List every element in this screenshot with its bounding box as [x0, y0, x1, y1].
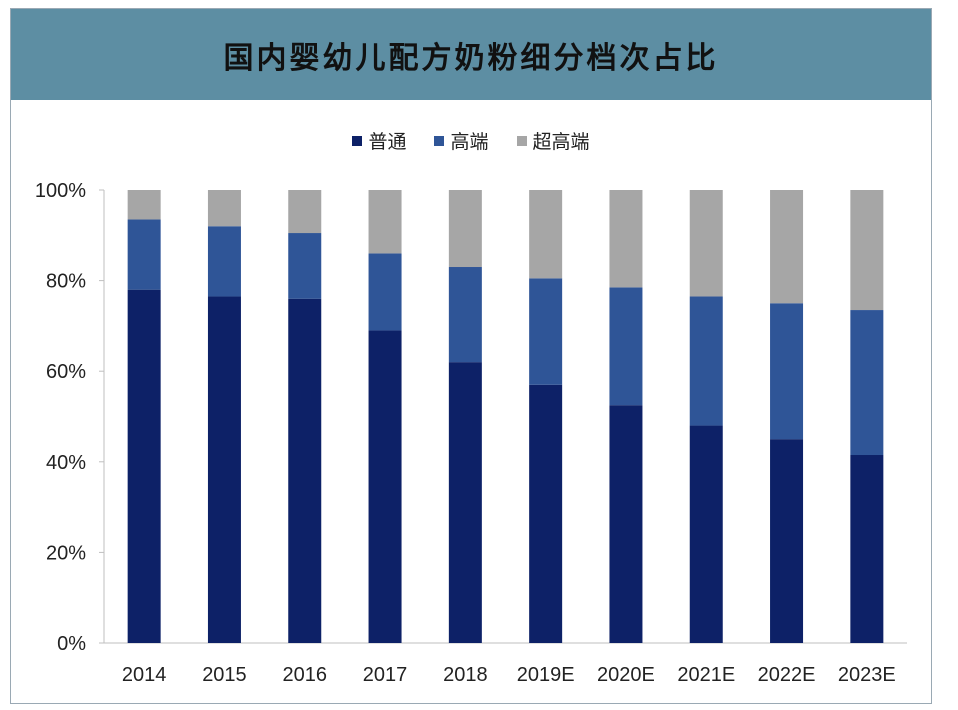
bar-segment [207, 190, 241, 227]
bar-segment [288, 190, 322, 234]
x-tick-label: 2021E [677, 664, 735, 686]
x-tick-label: 2017 [363, 664, 408, 686]
y-tick-label: 80% [46, 271, 86, 293]
legend-item-ordinary: 普通 [352, 127, 406, 154]
bar-segment [448, 362, 482, 643]
x-tick-label: 2019E [517, 664, 575, 686]
x-tick-label: 2014 [122, 664, 167, 686]
bar-segment [770, 439, 804, 643]
y-tick-label: 0% [57, 633, 86, 655]
y-tick-label: 20% [46, 542, 86, 564]
y-tick-label: 60% [46, 361, 86, 383]
bar-segment [288, 233, 322, 299]
legend-item-super-premium: 超高端 [516, 127, 590, 154]
legend-item-premium: 高端 [434, 127, 489, 154]
bar-segment [529, 190, 563, 279]
bar-segment [448, 267, 482, 363]
bar-segment [689, 296, 723, 426]
chart-title: 国内婴幼儿配方奶粉细分档次占比 [223, 40, 719, 76]
y-tick-label: 100% [35, 180, 86, 202]
title-banner: 国内婴幼儿配方奶粉细分档次占比 [11, 9, 931, 100]
bar-segment [288, 298, 322, 643]
bar-segment [529, 278, 563, 385]
bar-segment [850, 310, 884, 456]
x-tick-label: 2018 [443, 664, 488, 686]
y-tick-label: 40% [46, 452, 86, 474]
legend: 普通 高端 超高端 [11, 127, 931, 154]
bar-segment [850, 190, 884, 311]
bar-segment [689, 425, 723, 643]
legend-swatch-premium [434, 135, 445, 146]
bar-segment [127, 219, 161, 290]
legend-swatch-ordinary [352, 135, 363, 146]
legend-label-super-premium: 超高端 [532, 131, 590, 153]
bar-segment [770, 303, 804, 440]
legend-label-ordinary: 普通 [368, 131, 407, 153]
x-tick-label: 2016 [283, 664, 328, 686]
bar-segment [770, 190, 804, 304]
bar-segment [207, 296, 241, 643]
bar-segment [689, 190, 723, 297]
bar-segment [127, 190, 161, 220]
x-tick-label: 2022E [758, 664, 816, 686]
x-tick-label: 2023E [838, 664, 896, 686]
bar-segment [368, 190, 402, 254]
legend-label-premium: 高端 [450, 131, 489, 153]
bar-segment [448, 190, 482, 268]
bar-segment [609, 405, 643, 643]
bar-segment [207, 226, 241, 297]
x-tick-label: 2020E [597, 664, 655, 686]
bar-segment [368, 330, 402, 643]
bar-segment [127, 289, 161, 643]
bar-segment [529, 384, 563, 643]
legend-swatch-super-premium [516, 135, 527, 146]
bar-segment [850, 455, 884, 643]
bar-segment [609, 287, 643, 406]
bar-segment [368, 253, 402, 331]
bar-segment [609, 190, 643, 288]
x-tick-label: 2015 [202, 664, 247, 686]
